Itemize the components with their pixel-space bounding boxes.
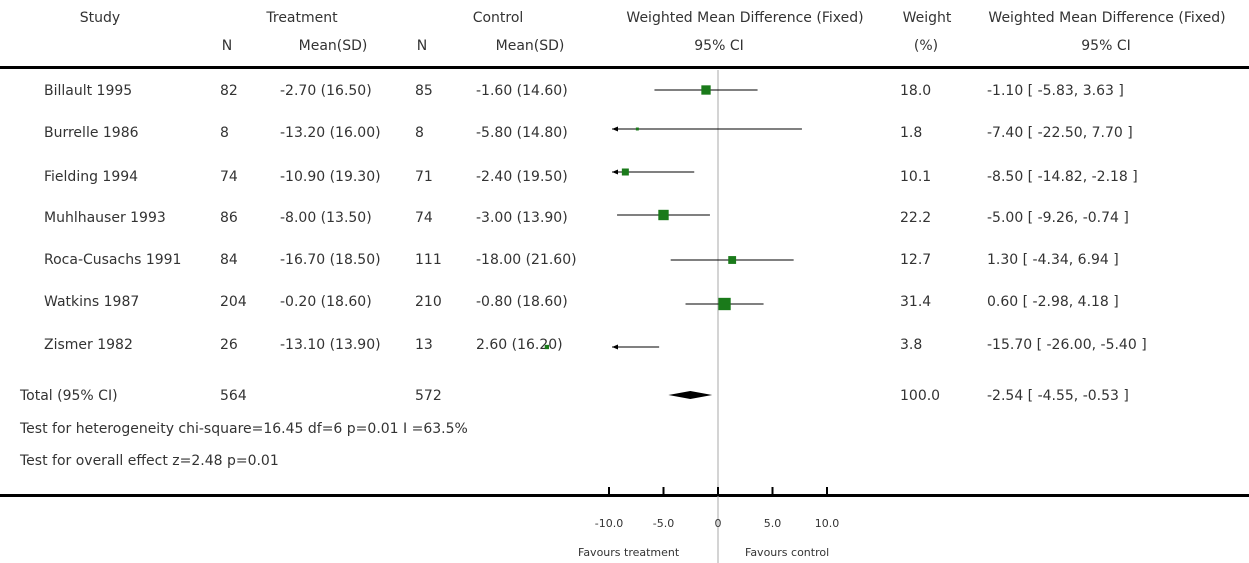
header-n-control: N [416, 38, 428, 54]
mean-treatment: -13.10 (13.90) [280, 337, 381, 353]
n-control: 74 [415, 210, 433, 226]
mean-control: -0.80 (18.60) [476, 294, 568, 310]
n-treatment: 86 [220, 210, 238, 226]
ci-arrow-left [612, 126, 618, 132]
weight-value: 12.7 [900, 252, 932, 268]
mean-treatment: -10.90 (19.30) [280, 169, 381, 185]
n-control: 13 [415, 337, 433, 353]
weight-value: 3.8 [900, 337, 923, 353]
header-study: Study [79, 10, 121, 26]
study-name: Watkins 1987 [44, 294, 140, 310]
n-control: 71 [415, 169, 433, 185]
total-ci: -2.54 [ -4.55, -0.53 ] [987, 388, 1129, 404]
total-n-control: 572 [415, 388, 442, 404]
weight-value: 18.0 [900, 83, 932, 99]
header-ci-plot: 95% CI [694, 38, 744, 54]
favours-treatment-label: Favours treatment [578, 546, 680, 559]
n-treatment: 8 [220, 125, 229, 141]
total-weight: 100.0 [900, 388, 941, 404]
overall-effect-test: Test for overall effect z=2.48 p=0.01 [20, 453, 279, 469]
n-treatment: 82 [220, 83, 238, 99]
total-label: Total (95% CI) [20, 388, 118, 404]
n-treatment: 204 [220, 294, 247, 310]
mean-control: -5.80 (14.80) [476, 125, 568, 141]
ci-value: 0.60 [ -2.98, 4.18 ] [987, 294, 1119, 310]
study-point [658, 209, 669, 221]
study-name: Muhlhauser 1993 [44, 210, 166, 226]
weight-value: 31.4 [900, 294, 932, 310]
n-treatment: 74 [220, 169, 238, 185]
ci-value: -5.00 [ -9.26, -0.74 ] [987, 210, 1129, 226]
ci-value: -7.40 [ -22.50, 7.70 ] [987, 125, 1133, 141]
header-wmd-text: Weighted Mean Difference (Fixed) [988, 10, 1226, 26]
ci-arrow-left [612, 169, 618, 175]
x-tick-label: 0 [715, 517, 722, 530]
study-name: Zismer 1982 [44, 337, 133, 353]
study-point [718, 297, 731, 311]
study-name: Billault 1995 [44, 83, 133, 99]
ci-value: -8.50 [ -14.82, -2.18 ] [987, 169, 1138, 185]
header-weight-unit: (%) [913, 38, 939, 54]
header-mean-treatment: Mean(SD) [298, 38, 368, 54]
x-tick-label: 10.0 [815, 517, 840, 530]
header-n-treatment: N [221, 38, 233, 54]
n-treatment: 84 [220, 252, 238, 268]
study-point [635, 127, 639, 131]
header-weight: Weight [902, 10, 952, 26]
pooled-diamond [668, 391, 713, 399]
mean-treatment: -8.00 (13.50) [280, 210, 372, 226]
header-treatment: Treatment [266, 10, 338, 26]
study-point [621, 168, 629, 176]
n-control: 111 [415, 252, 442, 268]
weight-value: 1.8 [900, 125, 923, 141]
mean-control: -2.40 (19.50) [476, 169, 568, 185]
mean-treatment: -0.20 (18.60) [280, 294, 372, 310]
mean-control: 2.60 (16.20) [476, 337, 563, 353]
n-control: 210 [415, 294, 442, 310]
study-name: Burrelle 1986 [44, 125, 139, 141]
header-control: Control [472, 10, 524, 26]
header-mean-control: Mean(SD) [495, 38, 565, 54]
ci-value: -1.10 [ -5.83, 3.63 ] [987, 83, 1124, 99]
x-tick-label: 5.0 [764, 517, 782, 530]
x-tick-label: -5.0 [653, 517, 674, 530]
mean-treatment: -16.70 (18.50) [280, 252, 381, 268]
heterogeneity-test: Test for heterogeneity chi-square=16.45 … [20, 421, 468, 437]
mean-control: -1.60 (14.60) [476, 83, 568, 99]
study-point [544, 344, 550, 350]
favours-control-label: Favours control [745, 546, 830, 559]
ci-arrow-left [612, 344, 618, 350]
mean-control: -18.00 (21.60) [476, 252, 577, 268]
ci-value: 1.30 [ -4.34, 6.94 ] [987, 252, 1119, 268]
total-n-treatment: 564 [220, 388, 247, 404]
n-control: 8 [415, 125, 424, 141]
ci-value: -15.70 [ -26.00, -5.40 ] [987, 337, 1147, 353]
study-name: Fielding 1994 [44, 169, 139, 185]
weight-value: 10.1 [900, 169, 932, 185]
weight-value: 22.2 [900, 210, 932, 226]
n-control: 85 [415, 83, 433, 99]
header-ci-text: 95% CI [1081, 38, 1131, 54]
study-point [701, 85, 711, 95]
header-wmd-plot: Weighted Mean Difference (Fixed) [626, 10, 864, 26]
study-name: Roca-Cusachs 1991 [44, 252, 182, 268]
study-point [728, 256, 737, 264]
mean-control: -3.00 (13.90) [476, 210, 568, 226]
n-treatment: 26 [220, 337, 238, 353]
header-rule [0, 66, 1249, 69]
mean-treatment: -13.20 (16.00) [280, 125, 381, 141]
mean-treatment: -2.70 (16.50) [280, 83, 372, 99]
x-tick-label: -10.0 [595, 517, 623, 530]
